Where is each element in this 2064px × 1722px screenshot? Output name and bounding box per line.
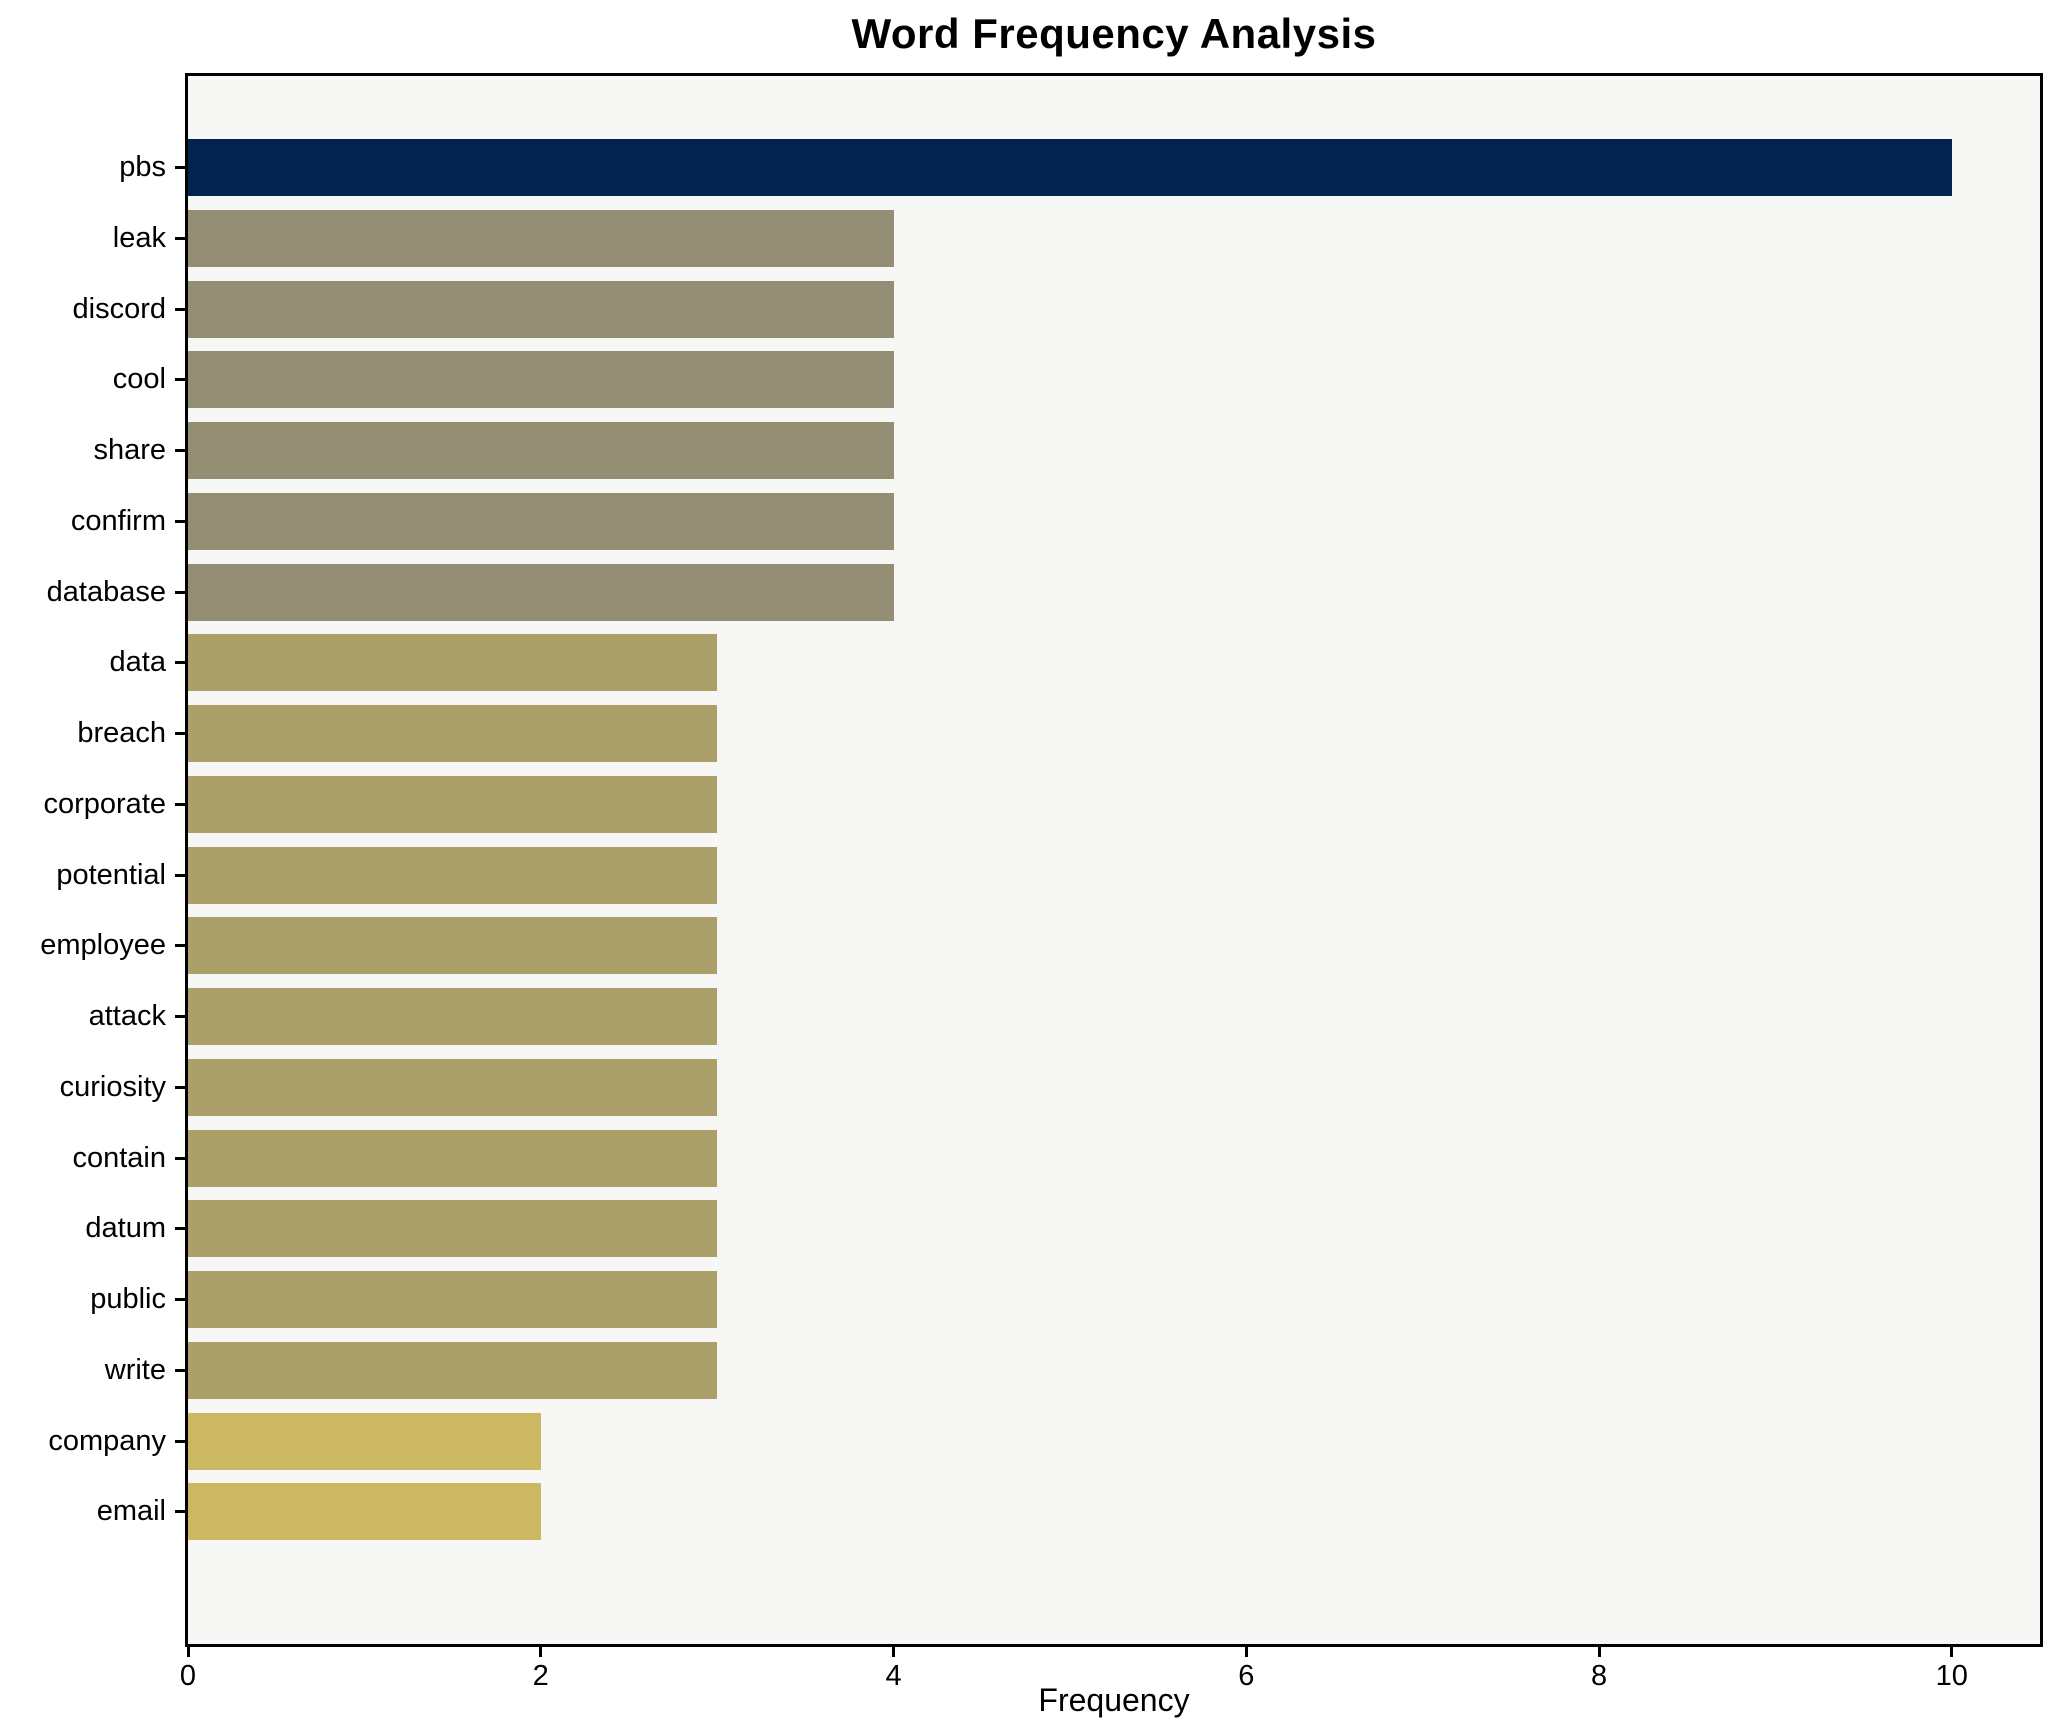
plot-area: pbs leak discord cool share confirm database da… xyxy=(40,73,2043,1692)
x-tick-label-8: 8 xyxy=(1590,1660,1608,1692)
bar-row-corporate: corporate xyxy=(43,775,2040,833)
bar-corporate xyxy=(188,775,718,833)
x-tick-label-4: 4 xyxy=(885,1660,902,1692)
y-tick-mark xyxy=(175,944,185,948)
bar-attack xyxy=(188,988,718,1045)
bar-row-confirm: confirm xyxy=(71,492,2040,550)
y-tick-mark xyxy=(175,1227,185,1231)
x-tick-mark xyxy=(1244,1647,1248,1657)
y-tick-label-corporate: corporate xyxy=(43,787,166,820)
bar-breach xyxy=(188,705,718,762)
y-tick-mark xyxy=(175,449,185,452)
bar-cool xyxy=(188,351,894,409)
x-tick-mark xyxy=(1950,1647,1954,1657)
bar-row-potential: potential xyxy=(56,846,2040,904)
y-tick-label-data: data xyxy=(109,646,166,679)
bar-row-curiosity: curiosity xyxy=(60,1058,2040,1116)
y-tick-mark xyxy=(175,1085,185,1089)
bar-row-contain: contain xyxy=(72,1129,2040,1187)
bar-company xyxy=(188,1412,541,1470)
bar-share xyxy=(188,422,894,479)
y-tick-mark xyxy=(175,661,185,665)
bar-curiosity xyxy=(188,1058,718,1116)
x-tick-label-6: 6 xyxy=(1238,1660,1255,1692)
bar-row-company: company xyxy=(48,1412,2040,1470)
x-tick-mark xyxy=(186,1647,190,1657)
bar-row-database: database xyxy=(47,563,2040,621)
bar-row-public: public xyxy=(90,1271,2040,1328)
x-tick-label-10: 10 xyxy=(1935,1660,1968,1692)
bar-contain xyxy=(188,1129,718,1187)
y-tick-mark xyxy=(175,1368,185,1372)
bar-write xyxy=(188,1341,718,1399)
y-tick-label-email: email xyxy=(96,1495,166,1528)
bar-row-breach: breach xyxy=(77,705,2040,762)
bar-email xyxy=(188,1483,541,1541)
y-tick-label-discord: discord xyxy=(72,292,167,325)
x-tick-mark xyxy=(1597,1647,1601,1657)
y-tick-label-cool: cool xyxy=(112,363,166,396)
x-tick-mark xyxy=(892,1647,896,1657)
y-tick-mark xyxy=(175,166,185,169)
bar-row-employee: employee xyxy=(40,917,2040,975)
bar-row-write: write xyxy=(105,1341,2040,1399)
x-tick-label-0: 0 xyxy=(179,1660,197,1692)
y-tick-label-breach: breach xyxy=(77,717,166,749)
y-tick-label-public: public xyxy=(90,1283,166,1315)
bar-row-email: email xyxy=(97,1483,2040,1541)
y-tick-mark xyxy=(175,1015,185,1018)
bar-discord xyxy=(188,280,894,338)
bar-row-leak: leak xyxy=(113,209,2040,267)
y-tick-mark xyxy=(175,236,185,240)
bar-row-attack: attack xyxy=(89,988,2040,1045)
bar-confirm xyxy=(188,492,894,550)
bar-row-pbs: pbs xyxy=(119,139,2040,196)
x-axis-label: Frequency xyxy=(1038,1682,1190,1718)
y-tick-mark xyxy=(175,802,185,806)
y-tick-label-curiosity: curiosity xyxy=(59,1070,166,1103)
bar-leak xyxy=(188,209,894,267)
y-tick-label-company: company xyxy=(48,1424,166,1457)
y-tick-label-attack: attack xyxy=(88,1000,166,1032)
y-tick-label-employee: employee xyxy=(40,929,166,962)
bar-row-discord: discord xyxy=(73,280,2040,338)
chart-title: Word Frequency Analysis xyxy=(851,10,1377,57)
y-tick-mark xyxy=(175,307,185,311)
y-tick-mark xyxy=(175,1156,185,1160)
bar-row-cool: cool xyxy=(113,351,2040,409)
bar-pbs xyxy=(188,139,1952,196)
y-tick-label-potential: potential xyxy=(56,858,166,891)
x-tick-label-2: 2 xyxy=(532,1660,549,1692)
y-tick-mark xyxy=(175,1298,185,1301)
y-tick-mark xyxy=(175,1510,185,1514)
bar-datum xyxy=(188,1200,718,1258)
y-tick-mark xyxy=(175,590,185,594)
bar-public xyxy=(188,1271,718,1328)
bar-database xyxy=(188,563,894,621)
bar-row-data: data xyxy=(110,634,2040,692)
y-tick-label-write: write xyxy=(104,1353,166,1386)
y-tick-label-contain: contain xyxy=(72,1141,166,1174)
y-tick-label-datum: datum xyxy=(85,1212,166,1245)
y-tick-mark xyxy=(175,519,185,523)
y-tick-label-share: share xyxy=(93,434,166,466)
y-tick-label-database: database xyxy=(46,575,166,608)
y-tick-label-pbs: pbs xyxy=(119,151,166,183)
y-tick-label-leak: leak xyxy=(112,221,166,254)
bar-potential xyxy=(188,846,718,904)
bar-row-share: share xyxy=(93,422,2040,479)
bar-data xyxy=(188,634,718,692)
y-tick-mark xyxy=(175,378,185,382)
bar-employee xyxy=(188,917,718,975)
x-tick-mark xyxy=(539,1647,543,1657)
y-tick-mark xyxy=(175,873,185,877)
y-tick-mark xyxy=(175,732,185,735)
y-tick-label-confirm: confirm xyxy=(70,504,166,537)
bar-row-datum: datum xyxy=(85,1200,2040,1258)
y-tick-mark xyxy=(175,1439,185,1443)
